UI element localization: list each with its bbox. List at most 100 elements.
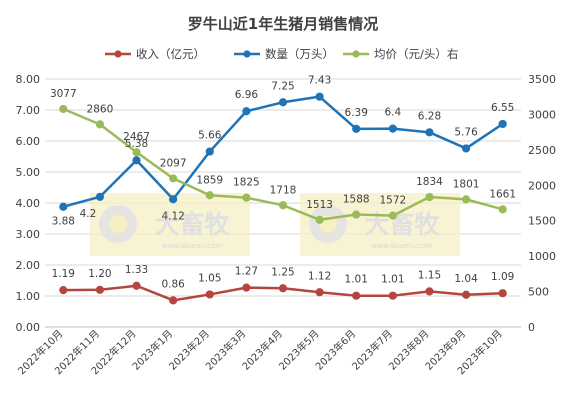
legend-label: 收入（亿元） (136, 47, 205, 61)
data-point (132, 148, 141, 157)
y-left-tick-label: 0.00 (16, 321, 41, 334)
data-point (169, 174, 178, 183)
chart-title: 罗牛山近1年生猪月销售情况 (188, 15, 378, 33)
y-left-tick-label: 7.00 (16, 104, 41, 117)
data-point (315, 215, 324, 224)
data-label: 1825 (233, 177, 260, 189)
data-label: 1572 (379, 195, 406, 207)
data-label: 1.12 (308, 270, 331, 282)
data-label: 6.4 (384, 107, 401, 119)
y-right-tick-label: 3500 (528, 73, 556, 86)
data-label: 1661 (489, 188, 516, 200)
data-label: 2860 (87, 103, 114, 115)
data-point (461, 195, 471, 204)
watermark-subtext: www.dxumu.com (372, 242, 432, 250)
data-label: 1.01 (345, 274, 368, 286)
y-left-tick-label: 1.00 (16, 290, 41, 303)
data-point (242, 193, 251, 202)
data-label: 6.39 (345, 107, 368, 119)
y-left-tick-label: 4.00 (16, 197, 41, 210)
watermark-text: 大畜牧 (154, 210, 230, 239)
data-point (205, 290, 214, 299)
y-right-tick-label: 2000 (528, 179, 556, 192)
data-point (169, 296, 178, 305)
data-point (425, 287, 434, 296)
y-left-tick-label: 2.00 (16, 259, 41, 272)
data-point (352, 124, 361, 134)
data-label: 6.28 (418, 110, 441, 122)
data-point (425, 128, 434, 137)
watermark-subtext: www.dxumu.com (162, 242, 222, 250)
data-label: 4.2 (80, 208, 97, 220)
data-point (59, 202, 68, 211)
data-label: 1.04 (454, 273, 478, 285)
data-point (388, 124, 397, 133)
y-right-tick-label: 500 (528, 286, 549, 299)
y-right-tick-label: 2500 (528, 144, 556, 157)
legend-swatch-marker (243, 50, 251, 58)
data-label: 7.43 (308, 75, 331, 87)
data-point (352, 291, 361, 300)
data-point (461, 290, 471, 299)
data-point (242, 107, 251, 116)
data-label: 1.09 (491, 271, 514, 283)
data-point (59, 104, 68, 114)
data-point (388, 291, 397, 300)
y-right-tick-label: 3000 (528, 108, 556, 121)
data-label: 1.20 (88, 268, 111, 280)
data-point (59, 286, 68, 295)
legend-item[interactable]: 数量（万头） (234, 47, 334, 61)
data-point (95, 120, 105, 129)
data-label: 1513 (306, 199, 333, 211)
legend-item[interactable]: 均价（元/头）右 (343, 47, 458, 61)
data-label: 3.88 (52, 216, 75, 228)
y-left-tick-label: 8.00 (16, 73, 41, 86)
y-right-tick-label: 0 (528, 321, 535, 334)
data-point (132, 156, 141, 165)
data-point (205, 147, 214, 156)
legend-item[interactable]: 收入（亿元） (105, 47, 205, 61)
data-point (278, 98, 288, 107)
data-label: 0.86 (161, 278, 185, 290)
legend-label: 均价（元/头）右 (374, 47, 458, 61)
data-label: 1.27 (235, 266, 258, 278)
data-point (498, 205, 507, 214)
y-left-tick-label: 3.00 (16, 228, 41, 241)
y-left-tick-label: 5.00 (16, 166, 41, 179)
data-point (388, 211, 397, 220)
data-label: 1.33 (125, 264, 148, 276)
data-label: 2097 (160, 157, 187, 169)
data-label: 6.55 (491, 102, 514, 114)
data-point (425, 192, 434, 202)
data-label: 1.19 (52, 268, 75, 280)
data-label: 3077 (50, 88, 77, 100)
data-label: 1.25 (271, 266, 294, 278)
data-point (95, 285, 105, 294)
y-right-tick-label: 1000 (528, 250, 556, 263)
watermark-circle-inner (109, 215, 127, 233)
data-label: 2467 (123, 131, 150, 143)
data-label: 4.12 (161, 210, 184, 222)
data-label: 5.66 (198, 130, 222, 142)
data-labels: 1.19 1.20 1.33 0.86 1.05 1.27 1.25 1.12 1.01 1.01… (50, 75, 516, 291)
data-point (498, 289, 507, 298)
data-point (278, 201, 288, 210)
data-point (461, 144, 471, 153)
data-point (315, 288, 324, 297)
y-right-tick-label: 1500 (528, 215, 556, 228)
data-label: 1588 (343, 193, 370, 205)
data-point (498, 119, 507, 129)
data-point (169, 195, 178, 204)
data-label: 1.05 (198, 272, 221, 284)
data-point (278, 284, 288, 293)
data-label: 1.01 (381, 274, 404, 286)
data-point (132, 281, 141, 290)
legend[interactable]: 收入（亿元） 数量（万头） 均价（元/头）右 (105, 47, 458, 61)
series-group (59, 92, 507, 305)
data-point (352, 210, 361, 219)
data-point (242, 283, 251, 292)
data-label: 1.15 (418, 269, 441, 281)
data-point (205, 191, 214, 200)
